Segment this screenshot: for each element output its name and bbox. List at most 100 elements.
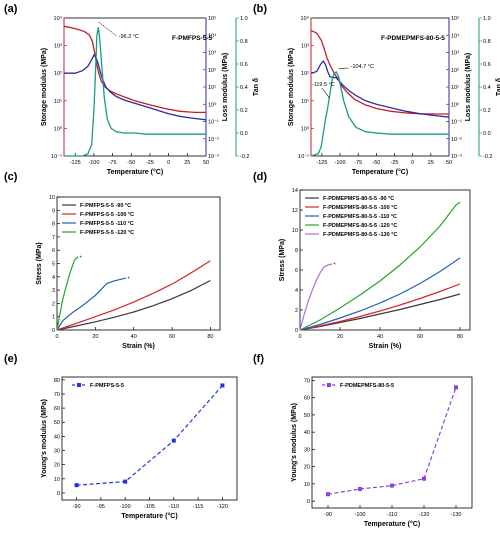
data-point-e <box>74 483 79 488</box>
x-tick-label-e: -115 <box>193 504 204 510</box>
x-tick-label-f: -90 <box>324 512 332 518</box>
legend-label-d: F-PDMEPMFS-80-5-5 -100 °C <box>323 205 397 211</box>
right2-tick-label-a: 0.0 <box>240 131 248 137</box>
x-tick-label-a: -25 <box>146 160 154 166</box>
panel-e: (e) -90 -95 -100 -105 -110 -115 -120 Temperature… <box>4 353 238 520</box>
right2-tick-label-b: 1.0 <box>483 16 491 22</box>
x-tick-label-c: 0 <box>55 334 58 340</box>
x-tick-label-f: -110 <box>387 512 398 518</box>
legend-label-c: F-PMFPS-5-5 -110 °C <box>80 221 134 227</box>
panel-c: (c) 0 20 40 60 80 Strain (%) 0 1 2 3 4 5 6 7 8 9 10 Stress… <box>4 171 221 350</box>
y-tick-label-d: 12 <box>292 208 298 214</box>
x-tick-label-a: -50 <box>127 160 135 166</box>
y-tick-label-e: 40 <box>54 434 60 440</box>
right1-tick-label-b: 10⁻² <box>451 137 462 143</box>
y-tick-label-d: 4 <box>295 288 298 294</box>
legend-label-c: F-PMFPS-5-5 -90 °C <box>80 203 131 209</box>
annotation-arrow-a <box>98 21 117 37</box>
storage-modulus-line-b <box>310 29 449 115</box>
right1-tick-label-a: 10⁰ <box>208 101 217 108</box>
x-tick-label-e: -120 <box>217 504 228 510</box>
y-tick-label-e: 20 <box>54 463 60 469</box>
y-tick-label-e: 0 <box>57 491 60 497</box>
x-tick-label-c: 80 <box>207 334 213 340</box>
y-tick-label-e: 50 <box>54 420 60 426</box>
x-tick-label-a: -125 <box>70 160 81 166</box>
chart-title-a: F-PMFPS-5-5 <box>172 35 212 42</box>
x-tick-label-d: 60 <box>417 334 423 340</box>
y-tick-label-c: 1 <box>52 315 55 321</box>
legend-label-e: F-PMFPS-5-5 <box>90 383 124 389</box>
left-tick-label-a: 10¹ <box>54 99 62 105</box>
data-point-e <box>220 383 225 388</box>
y-tick-label-d: 14 <box>292 188 298 194</box>
x-tick-label-b: 50 <box>446 160 452 166</box>
left-axis-label-b: Storage modulus (MPa) <box>288 48 295 126</box>
series-line-d <box>299 201 461 331</box>
y-tick-label-d: 8 <box>295 248 298 254</box>
y-axis-label-e: Young's modulus (MPa) <box>41 399 48 478</box>
legend-label-d: F-PDMEPMFS-80-5-5 -90 °C <box>323 196 394 202</box>
y-tick-label-c: 6 <box>52 248 55 254</box>
y-tick-label-f: 10 <box>304 482 310 488</box>
y-tick-label-e: 10 <box>54 477 60 483</box>
y-tick-label-f: 40 <box>304 430 310 436</box>
right1-tick-label-b: 10⁻³ <box>451 154 462 160</box>
annotation-b1: -119.5 °C <box>312 82 335 88</box>
y-tick-label-c: 8 <box>52 222 55 228</box>
y-tick-label-c: 10 <box>49 195 55 201</box>
x-tick-label-e: -110 <box>169 504 180 510</box>
right1-tick-label-b: 10³ <box>451 51 459 57</box>
annotation-arrow-b2 <box>338 67 349 69</box>
y-tick-label-f: 60 <box>304 396 310 402</box>
x-tick-label-a: 0 <box>167 160 170 166</box>
panel-a: (a) -125 -100 -75 -50 -25 0 25 50 Temperature (°C… <box>4 3 260 176</box>
right2-tick-label-b: 0.6 <box>483 62 491 68</box>
legend-marker-e <box>77 383 81 387</box>
x-axis-label-d: Strain (%) <box>369 343 402 350</box>
left-tick-label-b: 10¹ <box>301 99 309 105</box>
y-tick-label-d: 10 <box>292 228 298 234</box>
x-axis-label-e: Temperature (°C) <box>121 512 177 520</box>
right2-tick-label-b: 0.8 <box>483 39 491 45</box>
legend-marker-f <box>327 383 331 387</box>
y-axis-label-f: Young's modulus (MPa) <box>291 403 298 482</box>
y-tick-label-e: 60 <box>54 406 60 412</box>
legend-label-d: F-PDMEPMFS-80-5-5 -110 °C <box>323 214 397 220</box>
x-tick-label-c: 60 <box>169 334 175 340</box>
left-tick-label-b: 10⁴ <box>301 15 310 22</box>
left-tick-label-a: 10⁴ <box>54 15 63 22</box>
right2-tick-label-a: 0.4 <box>240 85 248 91</box>
loss-modulus-line-b <box>310 59 450 118</box>
left-tick-label-b: 10² <box>301 71 309 77</box>
x-tick-label-a: -100 <box>88 160 99 166</box>
tan-delta-line-b <box>310 71 449 157</box>
series-line-d <box>299 293 461 331</box>
x-tick-label-b: -25 <box>391 160 399 166</box>
x-tick-label-d: 20 <box>337 334 343 340</box>
annotation-a: -96.2 °C <box>119 34 139 40</box>
right2-tick-label-b: 0.4 <box>483 85 491 91</box>
data-point-f <box>390 483 394 488</box>
legend-label-d: F-PDMEPMFS-80-5-5 -120 °C <box>323 223 397 229</box>
break-mark-c: * <box>80 255 83 261</box>
y-tick-label-d: 0 <box>295 328 298 334</box>
y-tick-label-c: 3 <box>52 288 55 294</box>
x-tick-label-b: 0 <box>411 160 414 166</box>
x-tick-label-d: 0 <box>298 334 301 340</box>
right2-axis-label-b: Tan δ <box>496 78 500 96</box>
right2-tick-label-b: 0.2 <box>483 108 491 114</box>
x-axis-label-a: Temperature (°C) <box>107 168 163 176</box>
x-axis-label-b: Temperature (°C) <box>352 168 408 176</box>
right2-tick-label-b: -0.2 <box>483 154 492 160</box>
x-tick-label-d: 40 <box>377 334 383 340</box>
x-tick-label-c: 20 <box>92 334 98 340</box>
y-axis-label-c: Stress (MPa) <box>36 242 43 284</box>
y-tick-label-f: 0 <box>307 499 310 505</box>
x-tick-label-e: -105 <box>144 504 155 510</box>
loss-modulus-line-a <box>64 53 207 121</box>
right1-tick-label-a: 10¹ <box>208 85 216 91</box>
y-tick-label-c: 5 <box>52 262 55 268</box>
panel-label-f: (f) <box>253 353 264 365</box>
panel-b: (b) -125 -100 -75 -50 -25 0 25 50 Temperature (°C… <box>253 3 500 176</box>
